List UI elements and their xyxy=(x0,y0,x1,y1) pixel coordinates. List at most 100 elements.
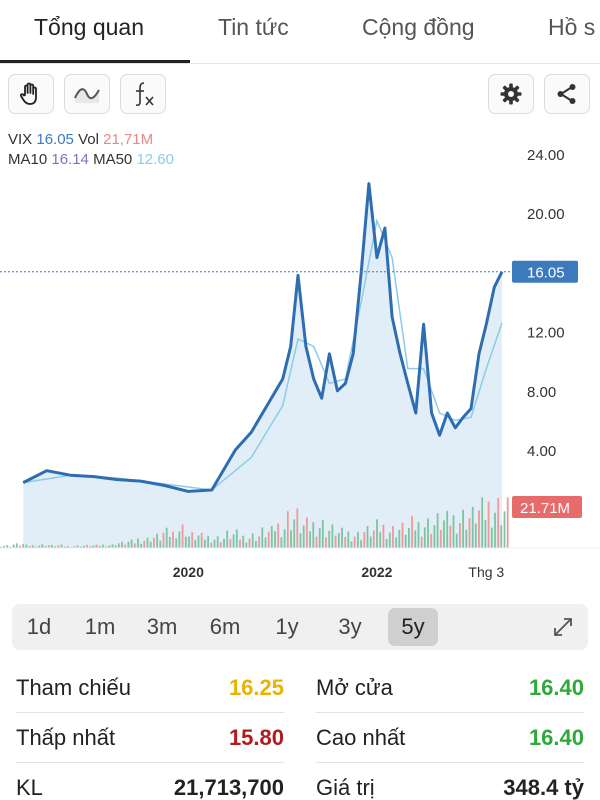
volume-value: 21,713,700 xyxy=(173,775,284,800)
volume-bar xyxy=(420,536,423,548)
volume-bar xyxy=(184,536,187,548)
drawing-tool-button[interactable] xyxy=(8,74,54,114)
volume-bar xyxy=(51,544,53,548)
range-1m-button[interactable]: 1m xyxy=(84,614,116,639)
y-tick-label: 24.00 xyxy=(527,147,565,164)
tab-news[interactable]: Tin tức xyxy=(218,14,289,40)
ma50-label: MA50 xyxy=(93,151,133,168)
volume-bar xyxy=(223,538,225,548)
volume-bar xyxy=(484,520,487,548)
ma50-value: 12.60 xyxy=(136,151,174,168)
volume-bar xyxy=(427,518,429,548)
volume-bar xyxy=(159,540,162,548)
range-1y-button[interactable]: 1y xyxy=(275,614,299,639)
range-6m-button[interactable]: 6m xyxy=(209,614,241,639)
volume-bar xyxy=(191,532,194,548)
volume-bar xyxy=(306,517,308,548)
volume-bar xyxy=(449,525,452,548)
volume-bar xyxy=(350,541,353,548)
volume-bar xyxy=(404,534,407,548)
range-3y-button[interactable]: 3y xyxy=(338,614,362,639)
volume-bar xyxy=(47,545,50,548)
tab-profile[interactable]: Hồ s xyxy=(548,14,596,40)
current-volume-badge-label: 21.71M xyxy=(520,500,570,517)
volume-bar xyxy=(503,511,506,548)
volume-bar xyxy=(334,535,337,548)
volume-bar xyxy=(312,522,315,548)
high-price-label: Cao nhất xyxy=(316,725,406,750)
volume-bar xyxy=(286,511,289,548)
tab-overview[interactable]: Tổng quan xyxy=(34,14,144,40)
volume-bar xyxy=(44,546,47,548)
trade-value-label: Giá trị xyxy=(316,775,375,800)
volume-bar xyxy=(210,542,213,548)
volume-bar xyxy=(372,530,375,548)
ma10-label: MA10 xyxy=(8,151,48,168)
volume-bar xyxy=(197,535,200,548)
volume-bar xyxy=(226,530,229,548)
volume-bar xyxy=(341,527,343,548)
symbol-label: VIX xyxy=(8,131,33,148)
current-price-badge-label: 16.05 xyxy=(527,265,565,282)
volume-bar xyxy=(468,518,471,548)
volume-bar xyxy=(376,519,378,548)
divider xyxy=(16,712,284,713)
volume-bar xyxy=(143,540,146,548)
volume-bar xyxy=(478,510,480,548)
volume-bar xyxy=(248,538,251,548)
volume-bar xyxy=(137,538,139,548)
share-button[interactable] xyxy=(544,74,590,114)
volume-bar xyxy=(162,532,165,548)
volume-bar xyxy=(245,542,248,548)
x-tick-label: Thg 3 xyxy=(468,564,504,580)
function-icon xyxy=(135,82,154,106)
volume-bar xyxy=(318,528,321,548)
line-chart-icon xyxy=(74,88,100,103)
volume-bar xyxy=(92,545,95,548)
volume-bar xyxy=(302,525,305,548)
volume-bar xyxy=(156,533,158,548)
volume-bar xyxy=(487,501,490,548)
volume-bar xyxy=(277,523,280,548)
volume-bar xyxy=(459,523,461,548)
open-price-value: 16.40 xyxy=(528,675,584,700)
volume-bar xyxy=(417,522,420,548)
range-3m-button[interactable]: 3m xyxy=(146,614,178,639)
volume-bar xyxy=(73,546,76,548)
volume-bar xyxy=(500,525,503,548)
range-1d-button[interactable]: 1d xyxy=(26,614,52,639)
volume-bar xyxy=(439,530,442,548)
price-chart[interactable]: 24.00 20.00 12.00 8.00 4.00 16.05 21.71M 2020 20… xyxy=(0,130,600,590)
y-tick-label: 8.00 xyxy=(527,384,556,401)
y-tick-label: 12.00 xyxy=(527,325,565,342)
settings-button[interactable] xyxy=(488,74,534,114)
volume-bar xyxy=(57,545,60,548)
x-tick-label: 2022 xyxy=(361,564,392,580)
fullscreen-button[interactable] xyxy=(548,612,578,642)
volume-bar xyxy=(194,539,197,548)
volume-bar xyxy=(35,546,37,548)
current-volume-badge xyxy=(512,496,582,518)
expand-icon xyxy=(554,618,572,636)
volume-bar xyxy=(452,515,455,548)
volume-bar xyxy=(290,530,292,548)
volume-bar xyxy=(481,497,484,548)
volume-bar xyxy=(382,524,385,548)
divider xyxy=(316,762,584,763)
volume-bar xyxy=(455,533,458,548)
y-tick-label: 20.00 xyxy=(527,206,565,223)
volume-label: KL xyxy=(16,775,43,800)
range-5y-button[interactable]: 5y xyxy=(388,608,438,646)
chart-type-button[interactable] xyxy=(64,74,110,114)
volume-bar xyxy=(54,546,56,548)
indicator-button[interactable] xyxy=(120,74,166,114)
low-price-value: 15.80 xyxy=(228,725,284,750)
volume-bar xyxy=(15,543,18,548)
volume-bar xyxy=(328,530,331,548)
volume-bar xyxy=(293,519,296,548)
volume-bar xyxy=(117,543,120,548)
tab-community[interactable]: Cộng đồng xyxy=(362,14,475,40)
volume-bar xyxy=(494,512,496,548)
volume-bar xyxy=(213,539,216,548)
volume-bar xyxy=(89,546,92,548)
